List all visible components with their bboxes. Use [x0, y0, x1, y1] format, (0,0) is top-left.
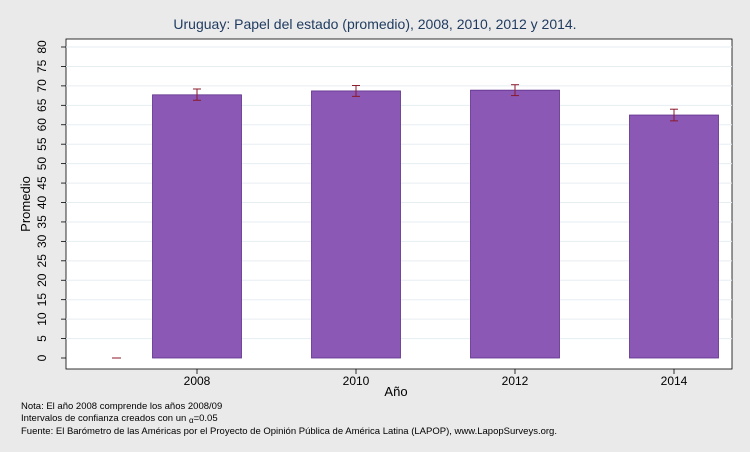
y-tick-label: 40: [35, 196, 49, 210]
bar-2010: [311, 90, 401, 359]
y-tick-label: 30: [35, 234, 49, 248]
note-alpha: α: [188, 415, 194, 425]
x-tick-label-2014: 2014: [661, 374, 688, 388]
chart-notes: Nota: El año 2008 comprende los años 200…: [21, 401, 557, 438]
note-line-3: Fuente: El Barómetro de las Américas por…: [21, 426, 557, 437]
y-tick-label: 60: [35, 118, 49, 132]
x-axis-ticks: 2008 2010 2012 2014: [184, 369, 688, 388]
y-tick-label: 70: [35, 79, 49, 93]
y-tick-label: 55: [35, 137, 49, 151]
y-tick-label: 5: [35, 335, 49, 342]
note-line-2-suffix: =0.05: [193, 412, 218, 424]
y-tick-label: 0: [35, 354, 49, 361]
y-axis-ticks: 0 5 10 15 20 25 30 35 40 45 50 55 60 65 70 75 80: [35, 40, 66, 361]
error-bars: [193, 84, 678, 122]
bar-2008: [152, 94, 242, 359]
y-tick-label: 45: [35, 176, 49, 190]
x-tick-label-2012: 2012: [502, 374, 529, 388]
bar-2012: [470, 89, 560, 359]
note-line-2: Intervalos de confianza creados con un α…: [21, 413, 557, 427]
note-line-2-prefix: Intervalos de confianza creados con un: [21, 412, 189, 424]
y-tick-label: 10: [35, 312, 49, 326]
y-axis-label: Promedio: [18, 176, 33, 232]
bar-2014: [629, 114, 719, 359]
y-tick-label: 15: [35, 293, 49, 307]
y-tick-label: 80: [35, 40, 49, 54]
note-line-1: Nota: El año 2008 comprende los años 200…: [21, 401, 223, 412]
y-tick-label: 65: [35, 98, 49, 112]
y-tick-label: 25: [35, 254, 49, 268]
x-axis-label: Año: [384, 384, 407, 399]
x-tick-label-2008: 2008: [184, 374, 211, 388]
y-tick-label: 75: [35, 59, 49, 73]
y-tick-label: 35: [35, 215, 49, 229]
chart-title: Uruguay: Papel del estado (promedio), 20…: [173, 16, 577, 32]
y-tick-label: 20: [35, 273, 49, 287]
x-tick-label-2010: 2010: [343, 374, 370, 388]
bars: [152, 89, 719, 359]
y-tick-label: 50: [35, 157, 49, 171]
